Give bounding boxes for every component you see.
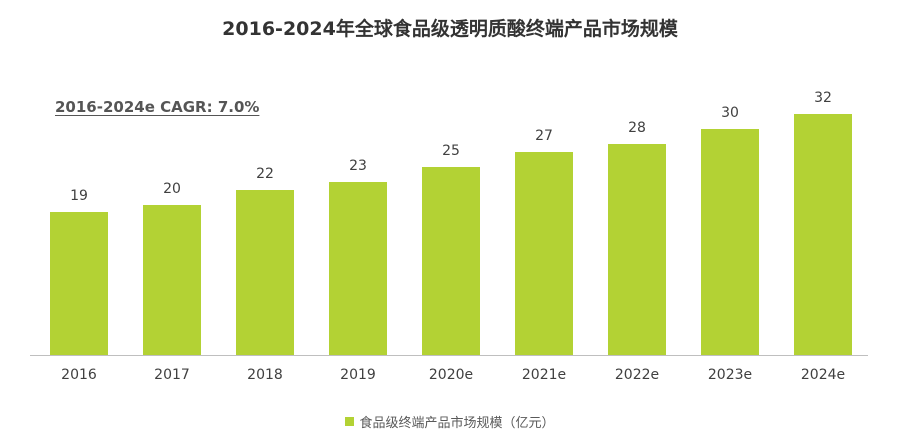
bar-value-label: 30 xyxy=(721,105,739,122)
bar-value-label: 28 xyxy=(628,120,646,137)
x-tick-label: 2016 xyxy=(61,367,97,383)
x-tick-label: 2024e xyxy=(800,367,846,383)
chart-title: 2016-2024年全球食品级透明质酸终端产品市场规模 xyxy=(222,18,678,40)
bar-value-label: 32 xyxy=(814,90,832,107)
x-tick-label: 2022e xyxy=(614,367,660,383)
bar xyxy=(515,151,573,355)
bar-value-label: 25 xyxy=(442,143,460,159)
bar-value-label: 23 xyxy=(349,158,367,175)
bar xyxy=(701,129,759,355)
x-tick-label: 2019 xyxy=(340,367,376,383)
x-tick-label: 2023e xyxy=(707,367,753,383)
bar xyxy=(329,182,387,355)
bar xyxy=(794,114,852,355)
x-axis-line xyxy=(30,355,868,356)
bar xyxy=(236,189,294,355)
bar xyxy=(422,167,480,355)
x-tick-label: 2020e xyxy=(428,367,474,383)
bar xyxy=(608,144,666,355)
bar-value-label: 22 xyxy=(256,165,274,182)
cagr-annotation: 2016-2024e CAGR: 7.0% xyxy=(55,98,260,116)
x-tick-label: 2021e xyxy=(521,367,567,383)
bar-value-label: 20 xyxy=(163,180,181,197)
bar-value-label: 27 xyxy=(535,127,553,144)
bar-value-label: 19 xyxy=(70,188,88,205)
legend-label: 食品级终端产品市场规模（亿元） xyxy=(359,416,555,431)
bar xyxy=(143,204,201,355)
legend-swatch xyxy=(345,417,355,426)
x-tick-label: 2018 xyxy=(247,367,283,383)
legend: 食品级终端产品市场规模（亿元） xyxy=(0,412,900,431)
bar xyxy=(50,212,108,355)
x-tick-label: 2017 xyxy=(154,367,190,383)
